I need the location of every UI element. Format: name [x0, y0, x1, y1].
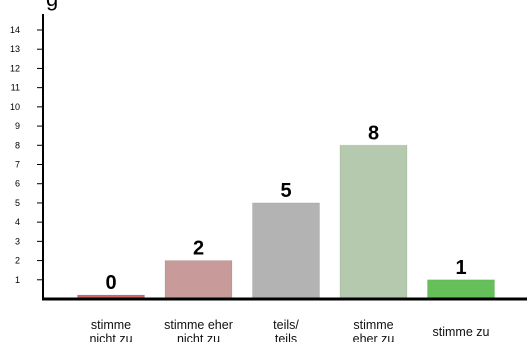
bars	[77, 144, 495, 300]
y-tick-label: 2	[15, 256, 20, 266]
y-tick-label: 6	[15, 179, 20, 189]
y-tick-label: 8	[15, 140, 20, 150]
y-tick-label: 13	[10, 44, 20, 54]
bar-value-label: 2	[193, 238, 204, 260]
y-tick-label: 3	[15, 236, 20, 246]
x-category-label-line: stimme zu	[432, 325, 490, 339]
value-labels: 0 2 5 8 1	[105, 122, 466, 294]
x-category-label-line: teils	[274, 332, 298, 342]
x-category-label: stimme eher nicht zu	[151, 318, 247, 342]
y-tick-label: 9	[15, 121, 20, 131]
x-category-label-line: nicht zu	[176, 332, 221, 342]
y-tick-label: 10	[10, 102, 20, 112]
y-tick-label: 4	[15, 217, 20, 227]
bar	[252, 202, 320, 300]
bar-value-label: 0	[105, 272, 116, 294]
x-category-label: stimme zu	[413, 325, 509, 342]
y-tick-label: 7	[15, 160, 20, 170]
bar	[339, 144, 408, 300]
x-category-label-line: stimme	[353, 318, 394, 332]
y-tick-label: 1	[15, 275, 20, 285]
x-category-label-line: teils/	[273, 318, 299, 332]
y-tick-label: 14	[10, 25, 20, 35]
bar	[427, 279, 495, 300]
chart-title: g	[46, 0, 58, 12]
bar-value-label: 1	[455, 257, 466, 279]
x-category-label-line: nicht zu	[89, 332, 133, 342]
bar-value-label: 8	[368, 122, 379, 144]
x-category-label: stimme eher zu	[326, 318, 422, 342]
x-category-label: teils/teils	[238, 318, 334, 342]
x-category-label-line: eher zu	[352, 332, 395, 342]
bar	[164, 260, 233, 300]
y-tick-label: 5	[15, 198, 20, 208]
x-category-label-line: stimme	[90, 318, 132, 332]
x-category-label: stimme nicht zu	[63, 318, 159, 342]
y-tick-label: 11	[11, 83, 20, 93]
bar-value-label: 5	[280, 180, 291, 202]
y-tick-label: 12	[10, 63, 20, 73]
x-category-label-line: stimme eher	[164, 318, 233, 332]
